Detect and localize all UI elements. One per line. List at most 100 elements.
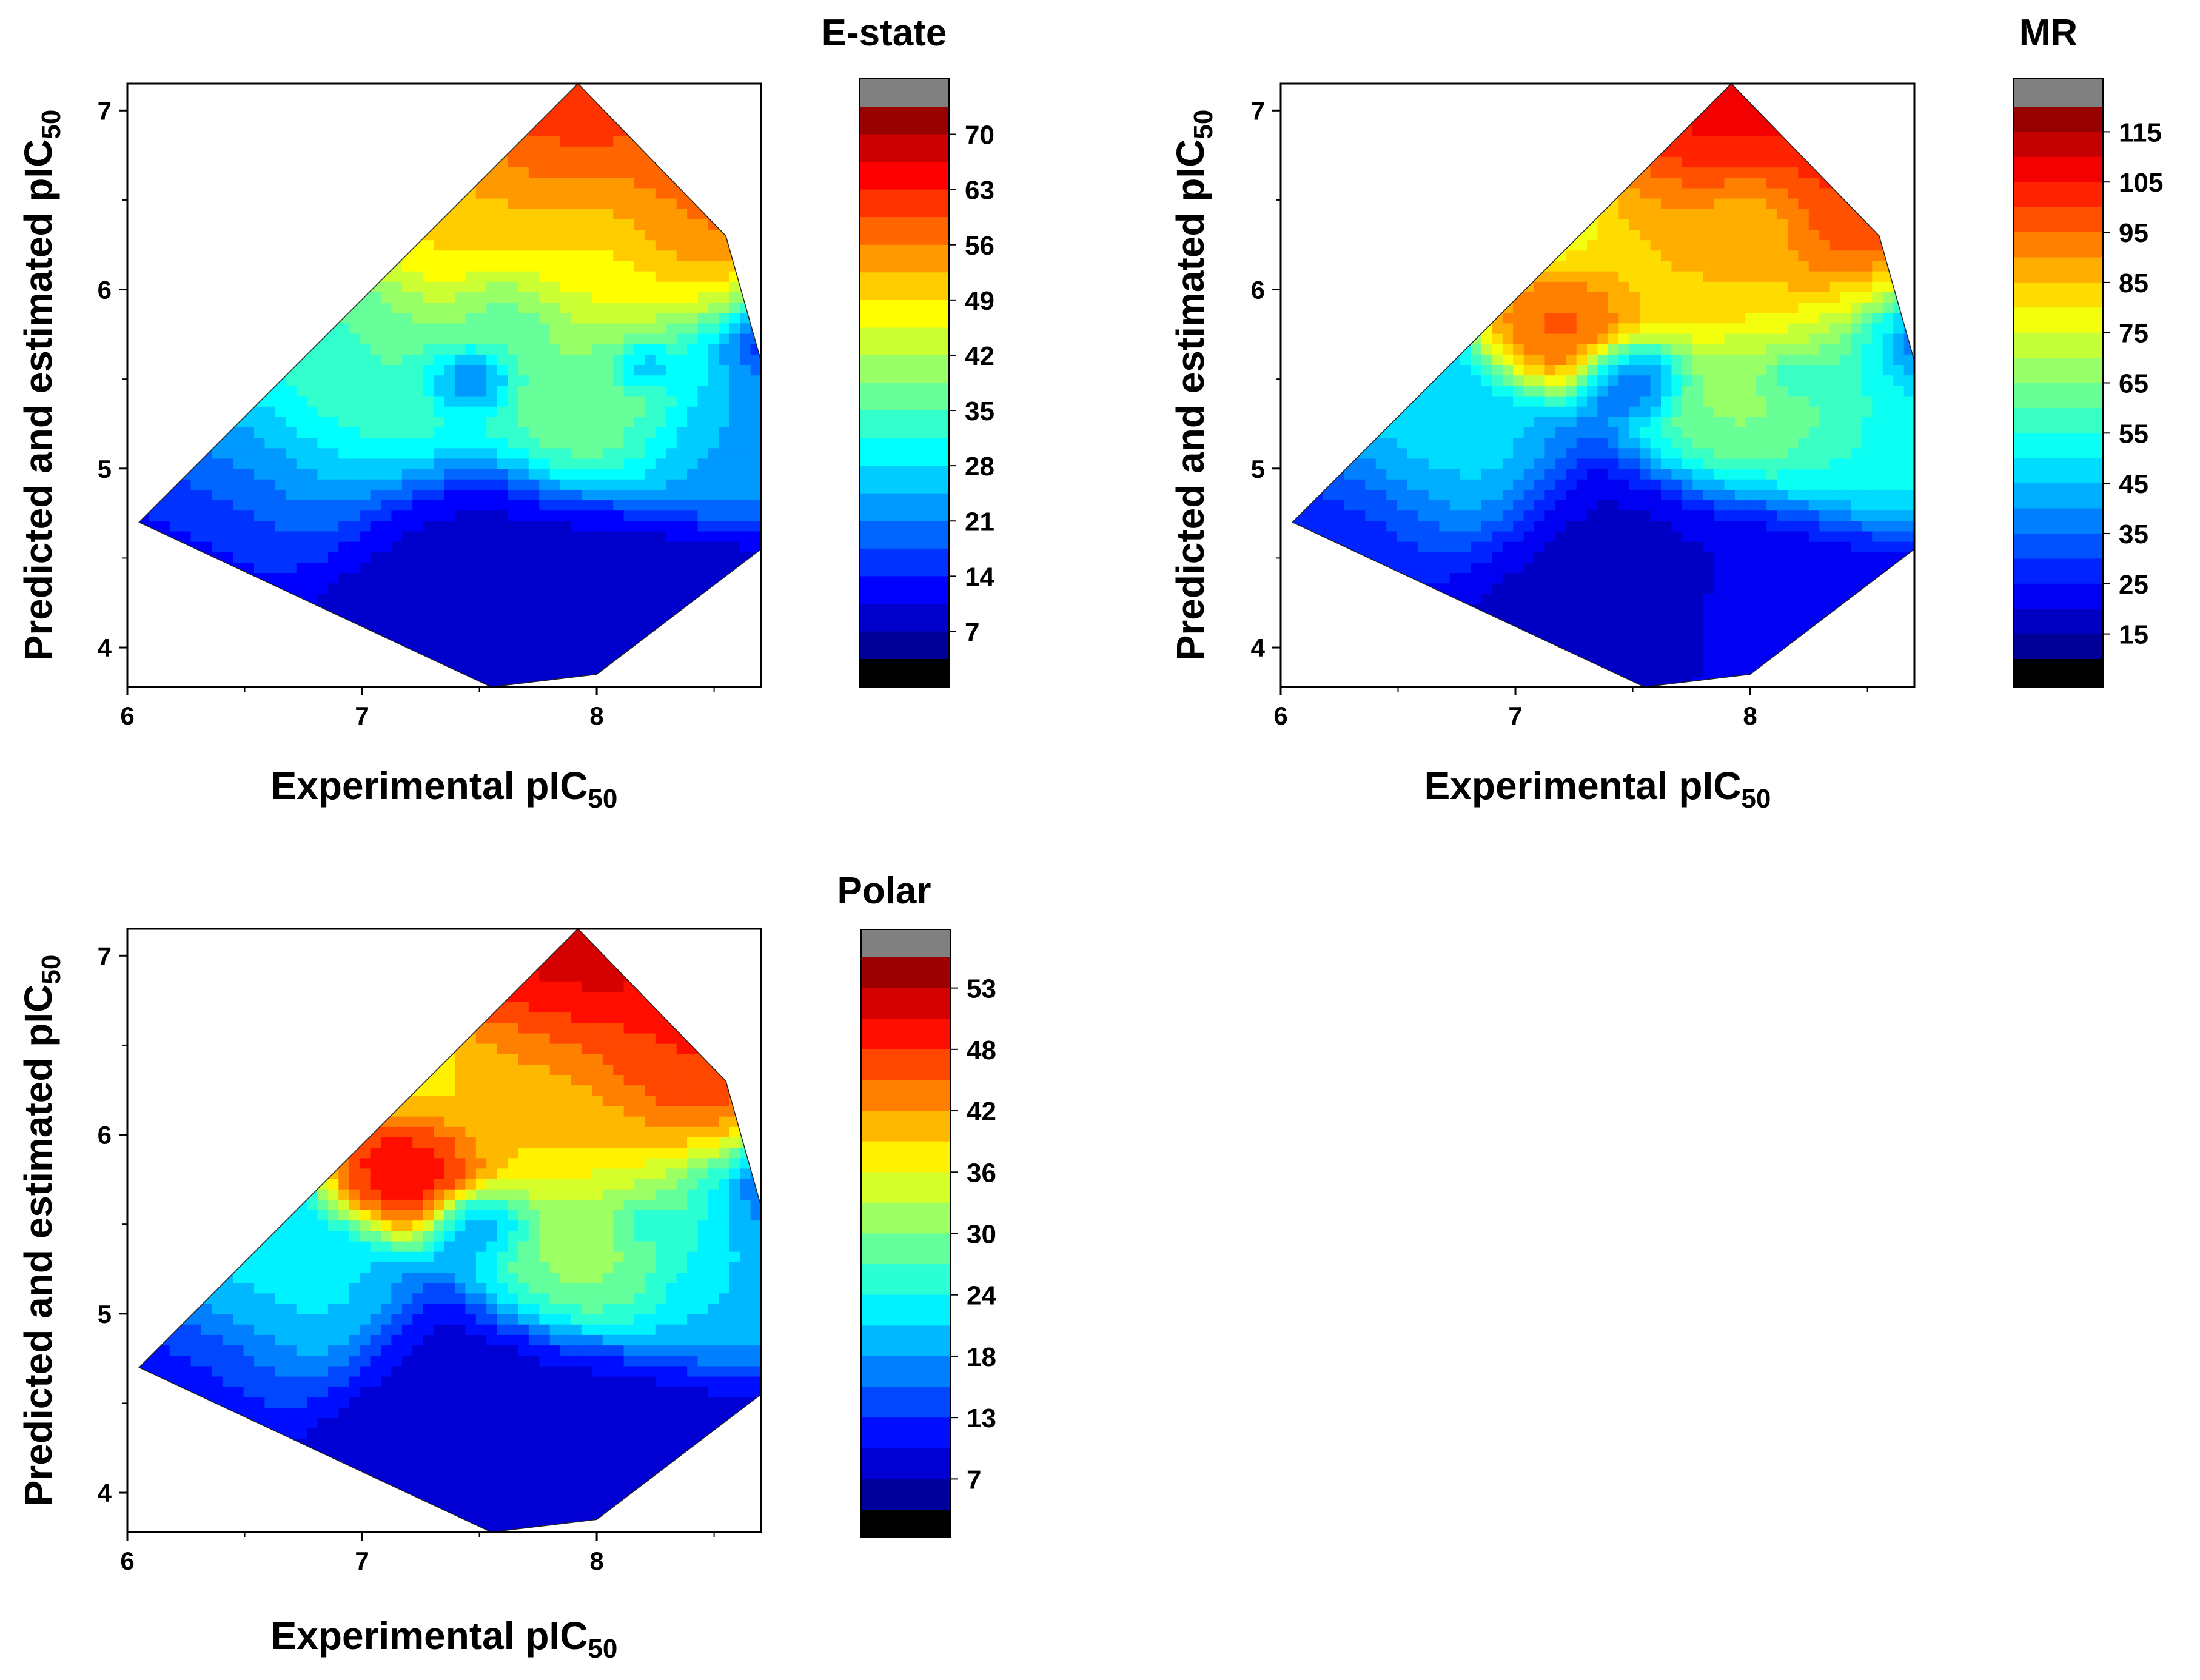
contour-cell (233, 458, 244, 469)
contour-cell (528, 395, 540, 407)
contour-cell (423, 593, 434, 604)
contour-cell (560, 156, 572, 168)
contour-cell (317, 530, 329, 542)
contour-cell (528, 292, 540, 303)
contour-cell (454, 520, 466, 532)
contour-cell (465, 292, 477, 303)
contour-cell (571, 270, 582, 282)
contour-cell (528, 250, 540, 261)
contour-cell (1460, 437, 1472, 449)
contour-cell (381, 489, 392, 501)
contour-cell (381, 572, 392, 584)
contour-cell (264, 406, 276, 417)
contour-cell (666, 478, 677, 490)
contour-cell (1333, 520, 1345, 532)
contour-cell (1418, 478, 1429, 490)
contour-cell (623, 552, 635, 563)
contour-cell (317, 478, 329, 490)
contour-cell (275, 478, 286, 490)
contour-cell (1534, 458, 1546, 469)
contour-cell (549, 354, 561, 365)
contour-cell (1481, 552, 1493, 563)
contour-cell (1481, 510, 1493, 521)
contour-cell (645, 541, 656, 552)
contour-cell (549, 167, 561, 178)
contour-cell (327, 510, 340, 521)
contour-cell (1386, 500, 1398, 511)
contour-cell (645, 437, 656, 449)
contour-cell (423, 385, 434, 397)
contour-cell (317, 447, 329, 459)
contour-cell (655, 177, 666, 189)
contour-cell (307, 530, 318, 542)
contour-cell (518, 281, 529, 292)
contour-cell (465, 406, 477, 417)
contour-cell (338, 333, 350, 344)
contour-cell (560, 406, 572, 417)
contour-cell (571, 385, 582, 397)
contour-cell (613, 447, 625, 459)
contour-cell (360, 385, 371, 397)
contour-cell (613, 146, 625, 157)
contour-cell (571, 302, 582, 313)
contour-cell (444, 489, 455, 501)
contour-cell (434, 270, 445, 282)
contour-cell (645, 427, 656, 438)
contour-cell (539, 447, 551, 459)
contour-cell (1449, 364, 1461, 376)
contour-cell (634, 156, 646, 168)
contour-cell (1407, 406, 1419, 417)
contour-cell (602, 292, 614, 303)
contour-cell (454, 510, 466, 521)
contour-cell (1523, 541, 1535, 552)
contour-cell (623, 500, 635, 511)
contour-cell (412, 333, 424, 344)
contour-cell (602, 333, 614, 344)
contour-cell (508, 395, 519, 407)
contour-cell (687, 500, 699, 511)
contour-cell (655, 437, 666, 449)
contour-cell (645, 323, 656, 334)
contour-cell (581, 624, 593, 636)
contour-cell (1344, 510, 1355, 521)
contour-cell (317, 364, 329, 376)
contour-cell (1523, 478, 1535, 490)
contour-cell (243, 500, 255, 511)
contour-cell (592, 156, 603, 168)
contour-cell (623, 478, 635, 490)
contour-cell (539, 635, 551, 646)
colorbar-tick-label: 21 (965, 507, 994, 537)
contour-cell (486, 239, 498, 251)
contour-cell (338, 500, 350, 511)
contour-cell (697, 333, 709, 344)
contour-cell (370, 468, 381, 480)
contour-cell (602, 375, 614, 386)
contour-cell (740, 395, 751, 407)
contour-cell (1481, 530, 1493, 542)
contour-cell (444, 541, 455, 552)
contour-cell (708, 530, 720, 542)
contour-cell (602, 603, 614, 615)
contour-cell (1523, 427, 1535, 438)
contour-cell (549, 375, 561, 386)
contour-cell (676, 562, 688, 574)
contour-cell (634, 593, 646, 604)
contour-cell (528, 603, 540, 615)
contour-cell (370, 364, 381, 376)
contour-cell (1471, 500, 1482, 511)
contour-cell (539, 125, 551, 136)
contour-cell (475, 229, 487, 241)
contour-cell (508, 177, 519, 189)
contour-cell (508, 624, 519, 636)
contour-cell (475, 333, 487, 344)
contour-cell (645, 447, 656, 459)
contour-cell (1439, 406, 1450, 417)
contour-cell (645, 468, 656, 480)
contour-cell (571, 167, 582, 178)
contour-cell (539, 572, 551, 584)
contour-cell (338, 417, 350, 427)
contour-cell (655, 239, 666, 251)
contour-cell (497, 312, 508, 324)
contour-cell (613, 593, 625, 604)
contour-cell (1502, 510, 1514, 521)
